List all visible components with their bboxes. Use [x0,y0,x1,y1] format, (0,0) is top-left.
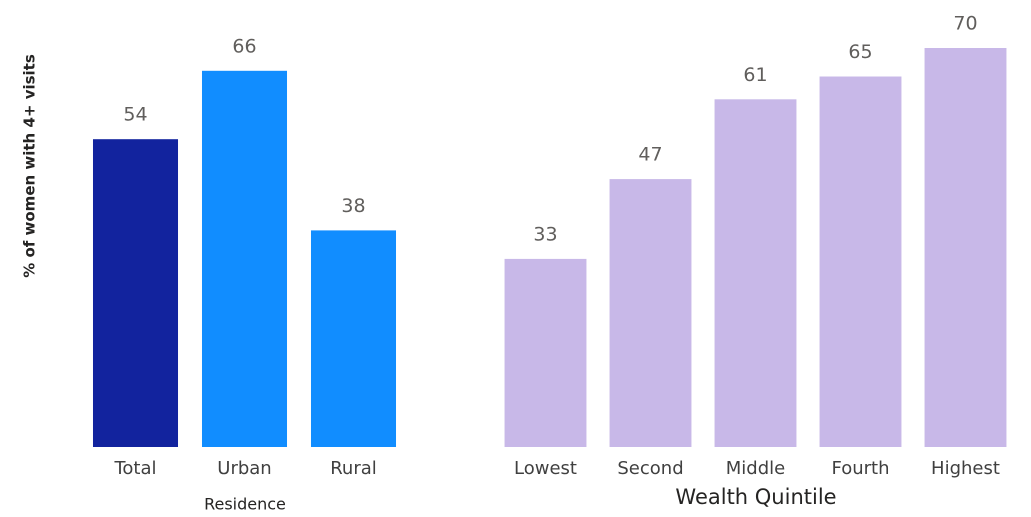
data-label: 61 [743,64,767,86]
data-label: 70 [953,13,977,35]
data-label: 38 [341,195,365,217]
bar [819,76,902,447]
y-axis-label: % of women with 4+ visits [21,54,39,278]
x-axis-label: Wealth Quintile [675,485,836,509]
bar [609,179,692,447]
x-tick-label: Urban [217,458,271,479]
bar [504,258,587,447]
data-label: 65 [848,41,872,63]
bar [310,230,397,447]
data-label: 33 [533,223,557,245]
x-tick-label: Middle [726,458,785,479]
bar [92,139,179,447]
x-tick-label: Lowest [514,458,577,479]
bar [924,48,1007,447]
bar [714,99,797,448]
x-tick-label: Second [617,458,683,479]
x-tick-label: Rural [330,458,377,479]
data-label: 54 [123,104,147,126]
x-tick-label: Total [113,458,156,479]
x-axis-label: Residence [204,495,286,514]
bar [201,70,288,448]
x-tick-label: Highest [931,458,1000,479]
x-tick-label: Fourth [832,458,890,479]
data-label: 66 [232,35,256,57]
data-label: 47 [638,144,662,166]
